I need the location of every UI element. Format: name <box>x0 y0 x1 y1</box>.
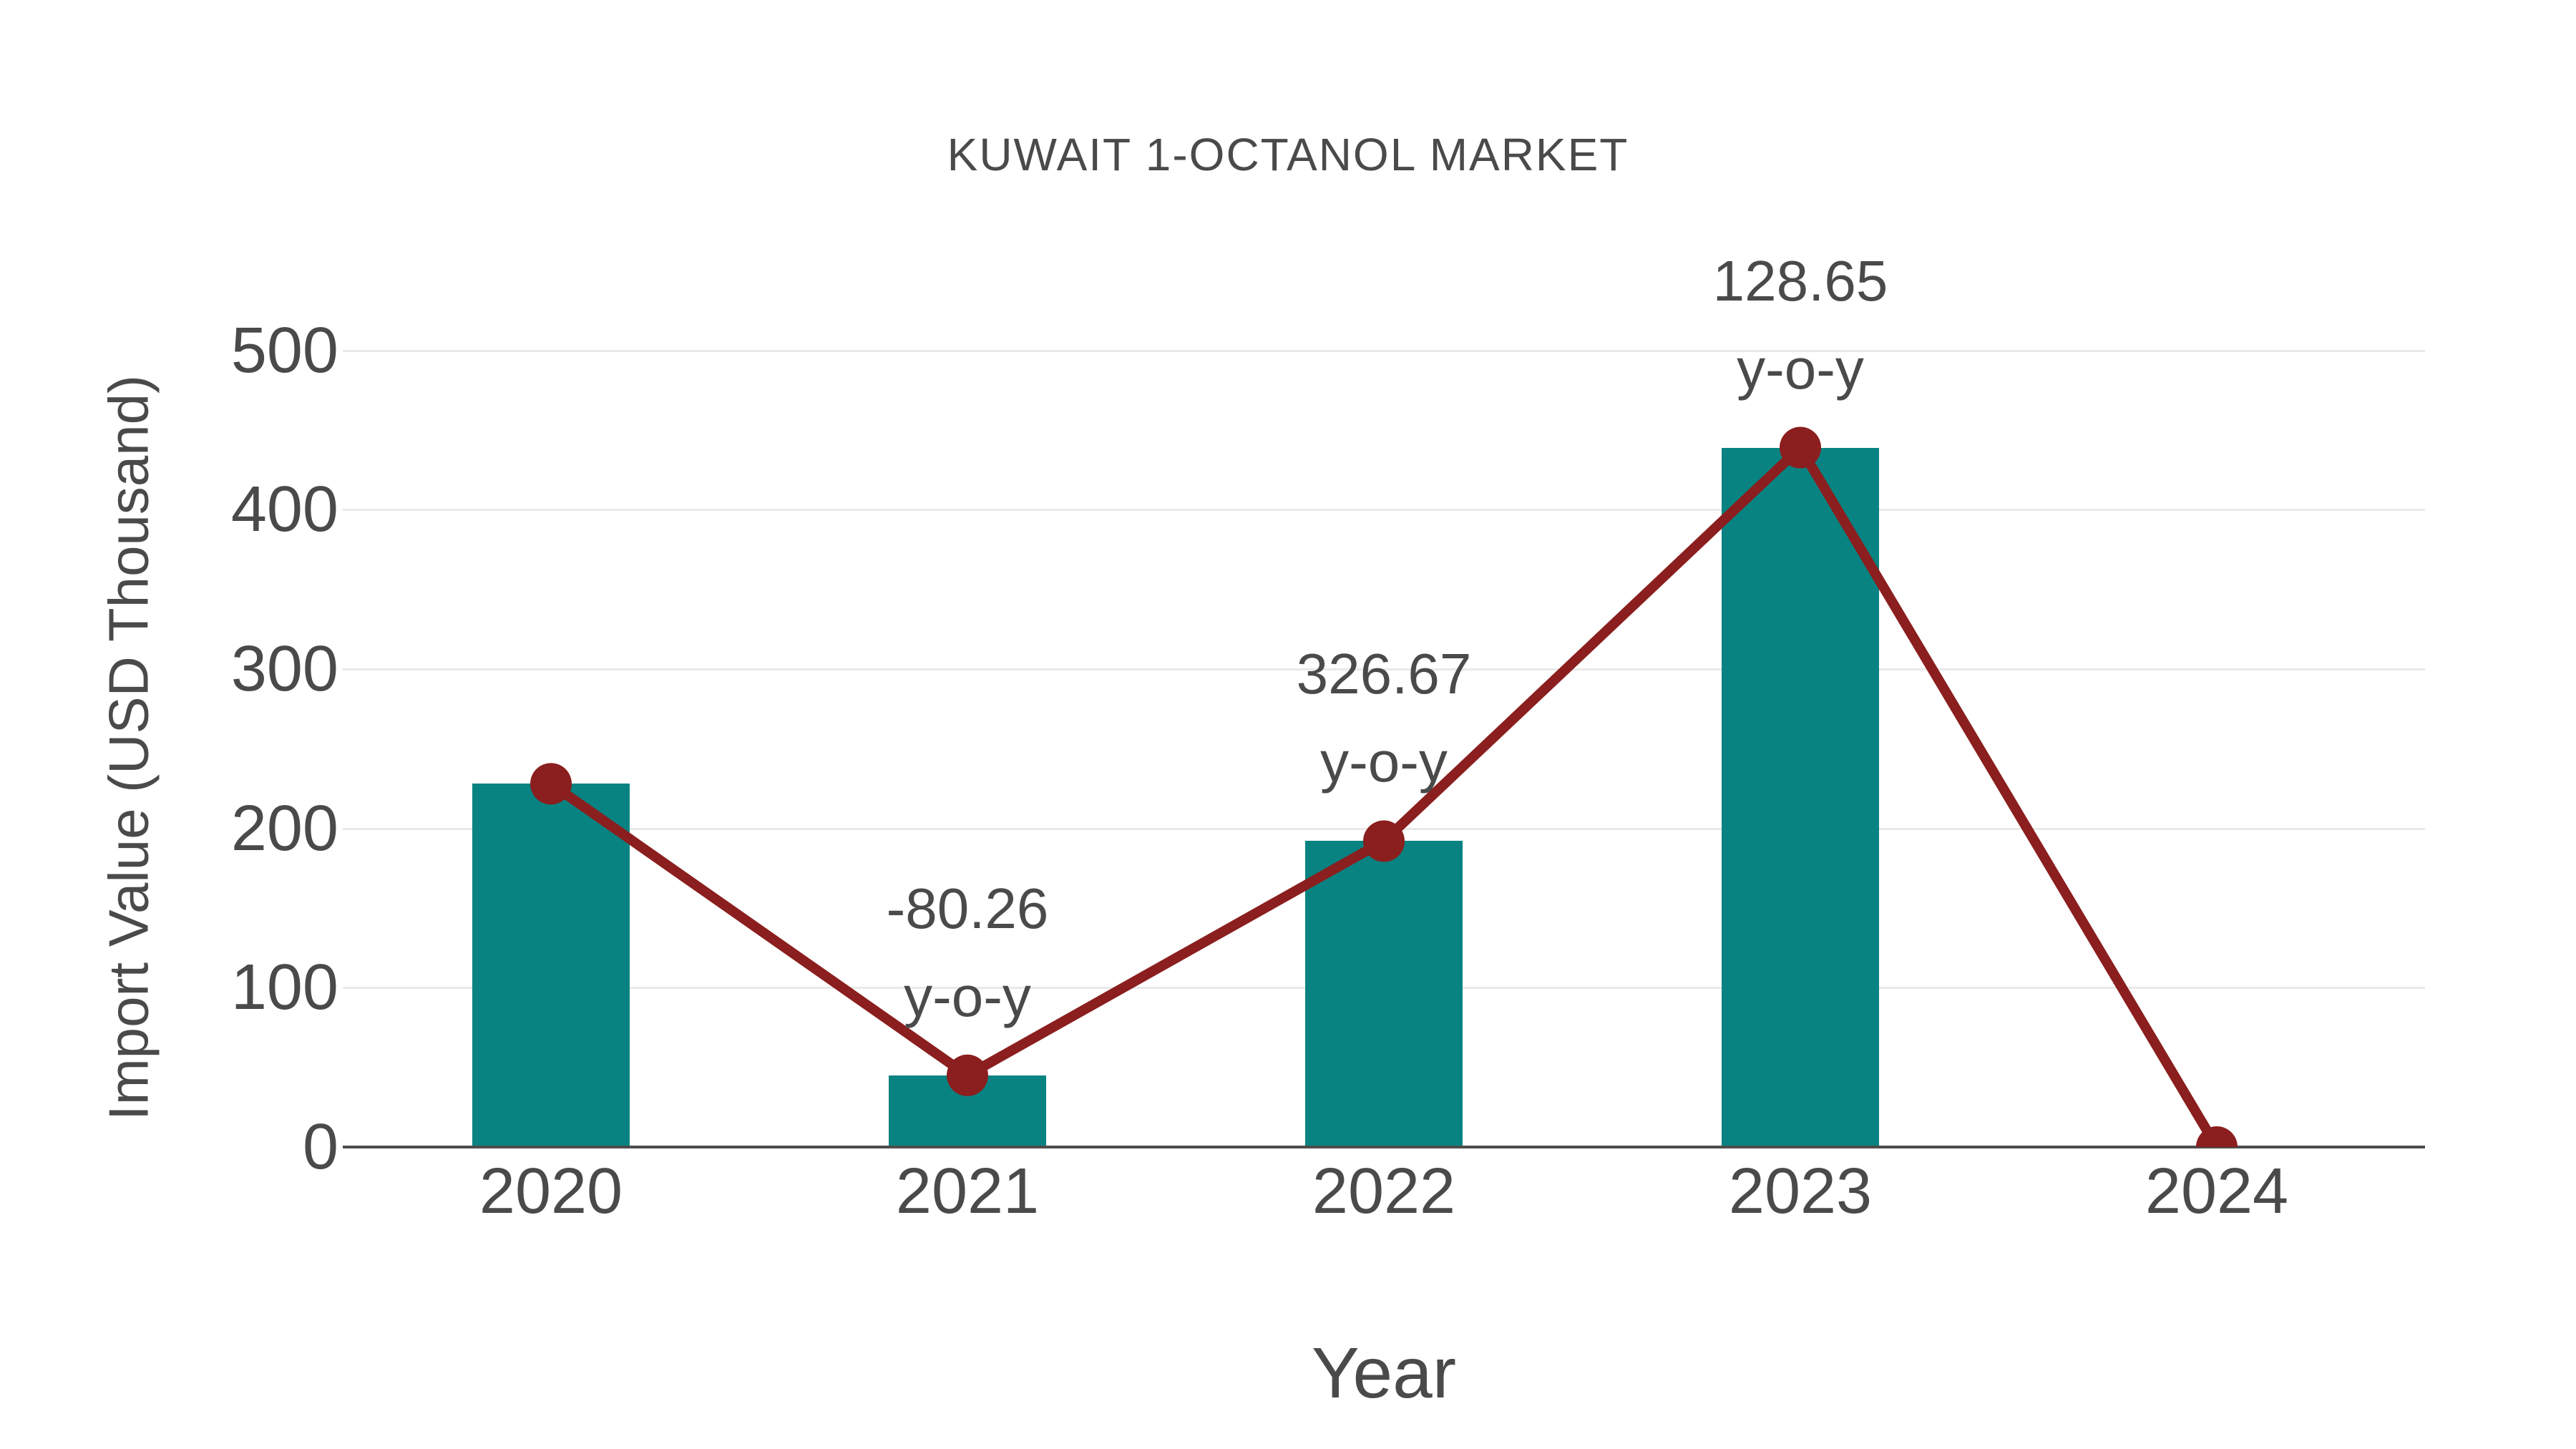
chart-title: KUWAIT 1-OCTANOL MARKET <box>947 129 1629 180</box>
annotation-2023: 128.65 y-o-y <box>1592 237 2009 413</box>
annotation-sub-2023: y-o-y <box>1737 336 1864 401</box>
x-tick-label-2024: 2024 <box>2145 1156 2289 1227</box>
annotation-2022: 326.67 y-o-y <box>1176 630 1592 806</box>
y-tick-label-200: 200 <box>230 792 338 864</box>
x-tick-label-2023: 2023 <box>1728 1156 1873 1227</box>
y-tick-label-400: 400 <box>230 474 338 546</box>
marker-2022 <box>1363 820 1405 862</box>
marker-2024 <box>2196 1126 2238 1147</box>
annotation-2021: -80.26 y-o-y <box>759 864 1176 1040</box>
x-tick-label-2020: 2020 <box>479 1156 623 1227</box>
bar-2020 <box>472 784 630 1147</box>
trend-line <box>530 426 2238 1147</box>
y-tick-label-100: 100 <box>230 952 338 1024</box>
x-axis-title: Year <box>1311 1333 1457 1413</box>
gridline-300 <box>343 668 2425 671</box>
marker-2021 <box>947 1054 988 1096</box>
bar-2023 <box>1722 447 1879 1147</box>
y-tick-label-500: 500 <box>230 314 338 386</box>
marker-2020 <box>530 763 572 805</box>
x-axis-line <box>343 1146 2425 1148</box>
annotation-value-2023: 128.65 <box>1712 248 1888 313</box>
x-tick-label-2022: 2022 <box>1312 1156 1456 1227</box>
annotation-value-2022: 326.67 <box>1296 642 1472 706</box>
gridline-400 <box>343 509 2425 512</box>
y-tick-label-0: 0 <box>302 1111 338 1183</box>
annotation-sub-2022: y-o-y <box>1320 730 1448 794</box>
gridline-500 <box>343 349 2425 352</box>
x-tick-label-2021: 2021 <box>895 1156 1040 1227</box>
annotation-sub-2021: y-o-y <box>904 964 1031 1028</box>
marker-2023 <box>1780 426 1821 469</box>
bar-2022 <box>1305 841 1463 1147</box>
y-tick-label-300: 300 <box>230 633 338 706</box>
annotation-value-2021: -80.26 <box>886 876 1049 940</box>
